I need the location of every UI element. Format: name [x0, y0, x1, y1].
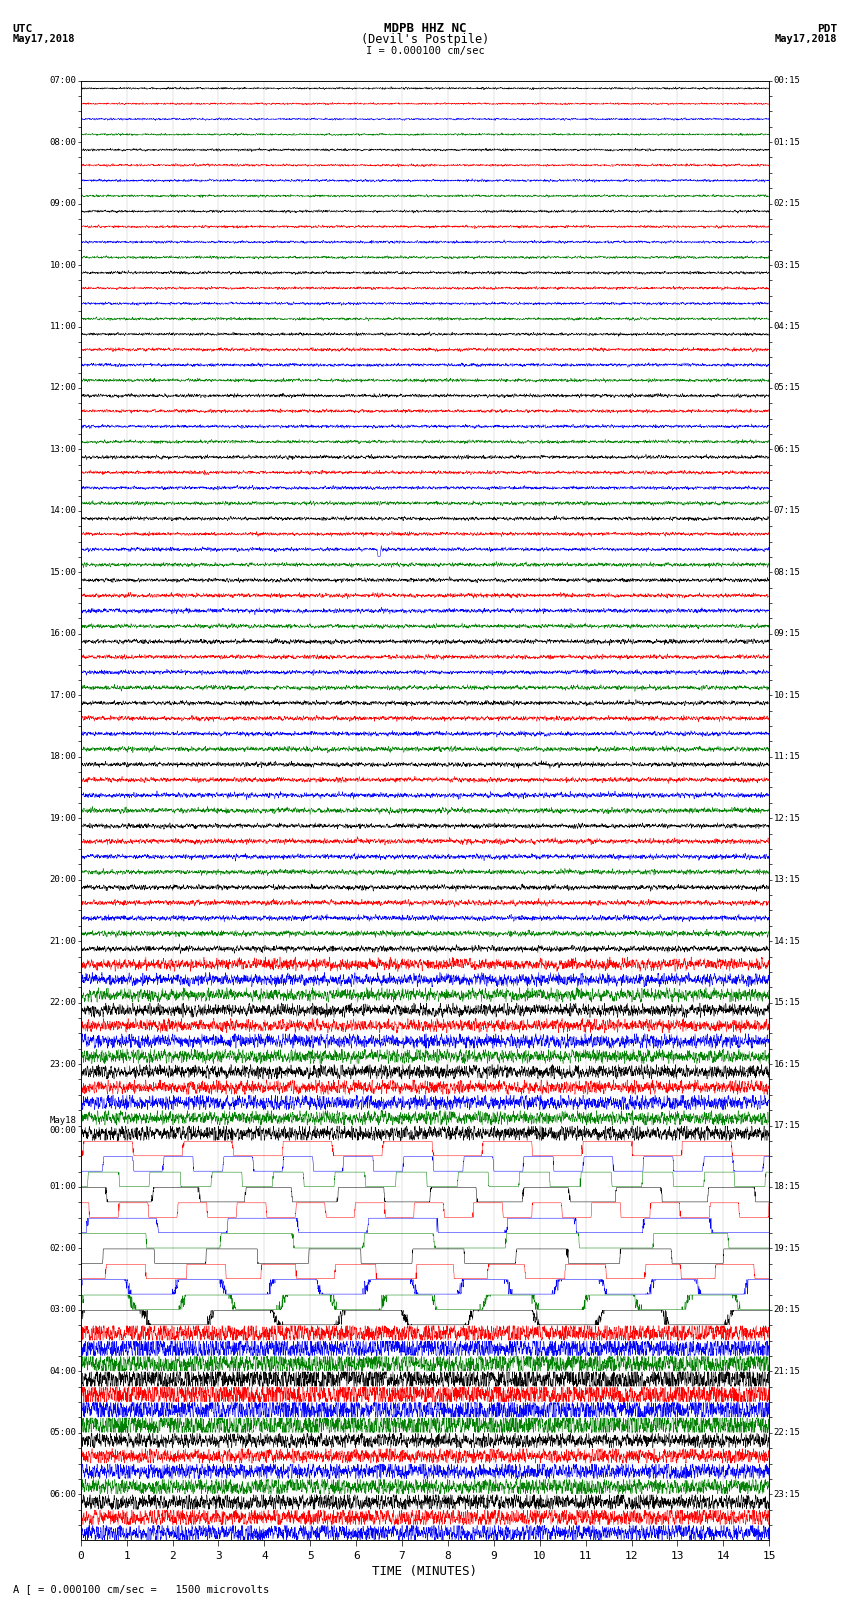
- Text: (Devil's Postpile): (Devil's Postpile): [361, 32, 489, 45]
- Text: MDPB HHZ NC: MDPB HHZ NC: [383, 21, 467, 35]
- Text: A [ = 0.000100 cm/sec =   1500 microvolts: A [ = 0.000100 cm/sec = 1500 microvolts: [13, 1584, 269, 1594]
- Text: UTC: UTC: [13, 24, 33, 34]
- Text: PDT: PDT: [817, 24, 837, 34]
- Text: May17,2018: May17,2018: [13, 34, 76, 44]
- X-axis label: TIME (MINUTES): TIME (MINUTES): [372, 1565, 478, 1578]
- Text: I = 0.000100 cm/sec: I = 0.000100 cm/sec: [366, 45, 484, 56]
- Text: May17,2018: May17,2018: [774, 34, 837, 44]
